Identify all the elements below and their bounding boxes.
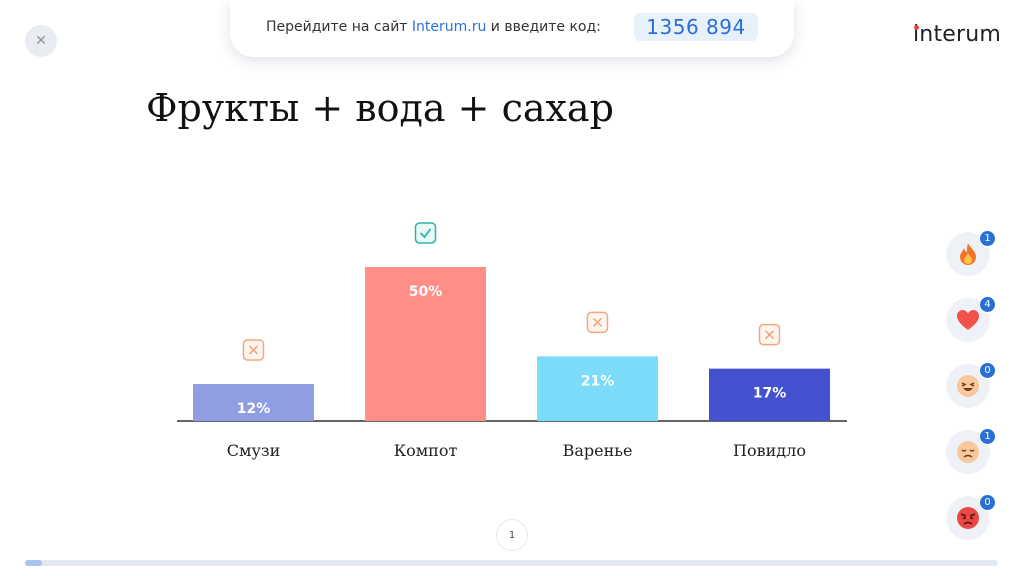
progress-fill bbox=[25, 560, 42, 566]
join-banner: Перейдите на сайт Interum.ru и введите к… bbox=[230, 0, 794, 57]
bar-2 bbox=[537, 356, 658, 421]
join-code: 1356 894 bbox=[634, 13, 758, 41]
cross-icon bbox=[248, 345, 259, 355]
bar-value-label: 21% bbox=[581, 373, 615, 389]
slide-title: Фрукты + вода + сахар bbox=[146, 86, 614, 130]
fire-icon bbox=[960, 243, 976, 265]
progress-bar bbox=[25, 560, 998, 566]
interum-logo: interum bbox=[913, 22, 1001, 47]
bar-1 bbox=[365, 267, 486, 421]
close-icon: ✕ bbox=[35, 33, 47, 49]
bar-3 bbox=[709, 368, 830, 421]
reaction-count: 0 bbox=[979, 362, 996, 379]
checkmark-icon bbox=[419, 228, 432, 239]
reaction-count: 0 bbox=[979, 494, 996, 511]
bar-value-label: 17% bbox=[753, 386, 787, 402]
reaction-count: 4 bbox=[979, 296, 996, 313]
reaction-laugh[interactable]: 0 bbox=[946, 362, 996, 408]
join-instructions: Перейдите на сайт Interum.ru и введите к… bbox=[266, 19, 601, 35]
reaction-count: 1 bbox=[979, 428, 996, 445]
bar-value-label: 12% bbox=[237, 401, 271, 417]
laughing-face-icon bbox=[957, 375, 979, 397]
site-link[interactable]: Interum.ru bbox=[411, 19, 487, 35]
page-number[interactable]: 1 bbox=[496, 519, 528, 551]
reaction-count: 1 bbox=[979, 230, 996, 247]
reaction-sad[interactable]: 1 bbox=[946, 428, 996, 474]
correct-mark-icon bbox=[414, 222, 437, 244]
category-label: Повидло bbox=[733, 441, 806, 460]
logo-wordmark: interum bbox=[913, 22, 1002, 47]
sad-face-icon bbox=[957, 441, 979, 463]
reactions-panel: 1 4 0 1 0 bbox=[946, 230, 1006, 562]
reaction-angry[interactable]: 0 bbox=[946, 494, 996, 540]
cross-icon bbox=[764, 330, 775, 340]
category-label: Смузи bbox=[227, 441, 281, 460]
close-button[interactable]: ✕ bbox=[25, 25, 57, 57]
category-label: Варенье bbox=[563, 441, 633, 460]
reaction-heart[interactable]: 4 bbox=[946, 296, 996, 342]
angry-face-icon bbox=[957, 507, 979, 529]
cross-icon bbox=[592, 317, 603, 327]
reaction-fire[interactable]: 1 bbox=[946, 230, 996, 276]
bar-0 bbox=[193, 384, 314, 421]
heart-icon bbox=[957, 310, 979, 330]
logo-dot bbox=[914, 25, 919, 30]
bar-value-label: 50% bbox=[409, 284, 443, 300]
category-label: Компот bbox=[394, 441, 458, 460]
